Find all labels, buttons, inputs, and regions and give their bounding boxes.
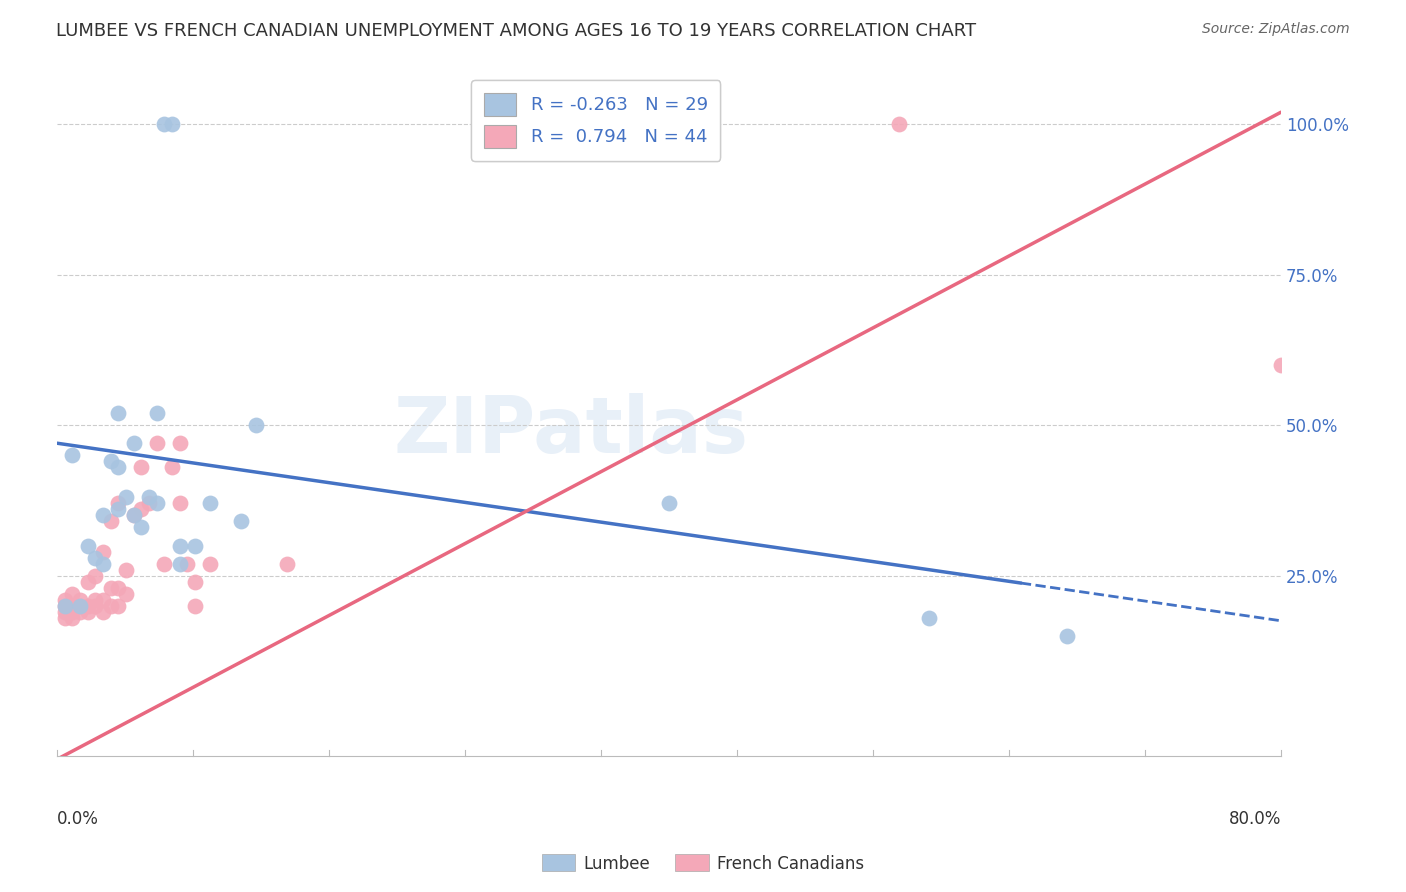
Point — [153, 557, 176, 571]
Point — [100, 599, 122, 613]
Point — [53, 605, 76, 619]
Point — [169, 539, 191, 553]
Text: LUMBEE VS FRENCH CANADIAN UNEMPLOYMENT AMONG AGES 16 TO 19 YEARS CORRELATION CHA: LUMBEE VS FRENCH CANADIAN UNEMPLOYMENT A… — [56, 22, 976, 40]
Point — [145, 406, 167, 420]
Point — [76, 605, 98, 619]
Text: 80.0%: 80.0% — [1229, 810, 1281, 829]
Legend: Lumbee, French Canadians: Lumbee, French Canadians — [536, 847, 870, 880]
Point — [169, 436, 191, 450]
Point — [76, 599, 98, 613]
Point — [62, 611, 84, 625]
Point — [122, 436, 145, 450]
Point — [62, 605, 84, 619]
Point — [53, 611, 76, 625]
Point — [198, 496, 221, 510]
Point — [84, 568, 107, 582]
Point — [62, 599, 84, 613]
Point — [138, 491, 160, 505]
Point — [184, 599, 207, 613]
Point — [91, 508, 114, 523]
Point — [69, 605, 91, 619]
Point — [138, 496, 160, 510]
Point — [91, 544, 114, 558]
Point — [169, 557, 191, 571]
Point — [107, 502, 129, 516]
Point — [53, 599, 76, 613]
Point — [131, 502, 153, 516]
Point — [169, 496, 191, 510]
Point — [107, 496, 129, 510]
Point — [91, 557, 114, 571]
Text: 0.0%: 0.0% — [58, 810, 98, 829]
Point — [107, 581, 129, 595]
Point — [53, 592, 76, 607]
Point — [62, 587, 84, 601]
Point — [122, 508, 145, 523]
Point — [84, 592, 107, 607]
Point — [91, 605, 114, 619]
Point — [184, 539, 207, 553]
Point — [69, 599, 91, 613]
Point — [1056, 629, 1078, 643]
Point — [160, 117, 183, 131]
Point — [100, 581, 122, 595]
Point — [76, 574, 98, 589]
Point — [115, 491, 138, 505]
Point — [160, 460, 183, 475]
Point — [84, 599, 107, 613]
Point — [131, 520, 153, 534]
Point — [115, 587, 138, 601]
Point — [131, 460, 153, 475]
Point — [918, 611, 941, 625]
Point — [107, 406, 129, 420]
Point — [1270, 358, 1292, 372]
Point — [658, 496, 681, 510]
Point — [107, 460, 129, 475]
Point — [184, 574, 207, 589]
Point — [100, 454, 122, 468]
Legend: R = -0.263   N = 29, R =  0.794   N = 44: R = -0.263 N = 29, R = 0.794 N = 44 — [471, 80, 720, 161]
Point — [153, 117, 176, 131]
Point — [69, 599, 91, 613]
Point — [91, 592, 114, 607]
Text: Source: ZipAtlas.com: Source: ZipAtlas.com — [1202, 22, 1350, 37]
Point — [887, 117, 910, 131]
Point — [100, 515, 122, 529]
Point — [84, 550, 107, 565]
Point — [229, 515, 252, 529]
Point — [198, 557, 221, 571]
Point — [122, 508, 145, 523]
Point — [107, 599, 129, 613]
Point — [53, 599, 76, 613]
Point — [245, 418, 267, 433]
Point — [62, 448, 84, 462]
Point — [145, 436, 167, 450]
Point — [176, 557, 198, 571]
Point — [276, 557, 298, 571]
Point — [69, 592, 91, 607]
Point — [115, 563, 138, 577]
Text: ZIPatlas: ZIPatlas — [394, 392, 748, 469]
Point — [145, 496, 167, 510]
Point — [76, 539, 98, 553]
